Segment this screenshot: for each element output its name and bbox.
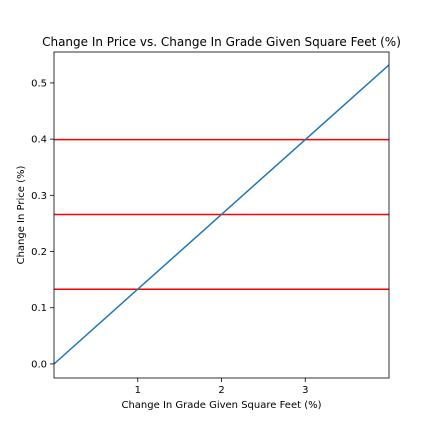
- x-axis: 1 2 3: [135, 378, 308, 396]
- x-tick-label: 1: [135, 385, 141, 396]
- x-tick-label: 2: [218, 385, 224, 396]
- y-tick-label: 0.2: [31, 247, 47, 258]
- y-tick-label: 0.5: [31, 78, 47, 89]
- y-axis-label: Change In Price (%): [16, 165, 27, 264]
- x-axis-label: Change In Grade Given Square Feet (%): [121, 400, 321, 411]
- series-line-1: [54, 64, 389, 365]
- y-axis: 0.0 0.1 0.2 0.3 0.4 0.5: [31, 78, 54, 370]
- y-tick-label: 0.1: [31, 303, 47, 314]
- y-tick-label: 0.4: [31, 135, 47, 146]
- plot-frame: [53, 51, 390, 379]
- y-tick-label: 0.3: [31, 191, 47, 202]
- y-tick-label: 0.0: [31, 359, 47, 370]
- x-tick-label: 3: [302, 385, 308, 396]
- plot-area: [54, 64, 389, 365]
- chart-title: Change In Price vs. Change In Grade Give…: [42, 35, 401, 49]
